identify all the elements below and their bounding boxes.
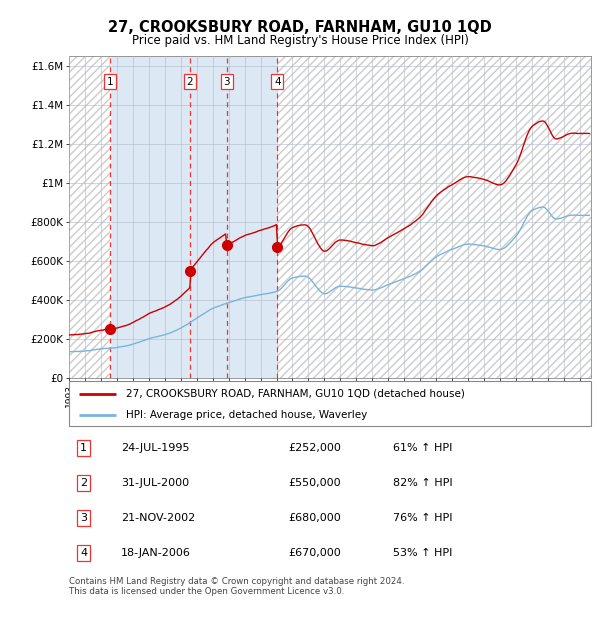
Text: £252,000: £252,000 [288, 443, 341, 453]
Text: 4: 4 [80, 548, 87, 558]
Text: 27, CROOKSBURY ROAD, FARNHAM, GU10 1QD: 27, CROOKSBURY ROAD, FARNHAM, GU10 1QD [108, 20, 492, 35]
Text: 21-NOV-2002: 21-NOV-2002 [121, 513, 196, 523]
Bar [277, 56, 591, 378]
Text: 24-JUL-1995: 24-JUL-1995 [121, 443, 190, 453]
Text: 61% ↑ HPI: 61% ↑ HPI [392, 443, 452, 453]
Text: £550,000: £550,000 [288, 478, 341, 488]
Text: 53% ↑ HPI: 53% ↑ HPI [392, 548, 452, 558]
Text: Price paid vs. HM Land Registry's House Price Index (HPI): Price paid vs. HM Land Registry's House … [131, 34, 469, 47]
Text: 1: 1 [80, 443, 87, 453]
Text: 2: 2 [187, 77, 193, 87]
Text: 18-JAN-2006: 18-JAN-2006 [121, 548, 191, 558]
Bar [277, 56, 591, 378]
Text: 27, CROOKSBURY ROAD, FARNHAM, GU10 1QD (detached house): 27, CROOKSBURY ROAD, FARNHAM, GU10 1QD (… [127, 389, 465, 399]
Text: 1: 1 [107, 77, 113, 87]
Text: £670,000: £670,000 [288, 548, 341, 558]
Text: 3: 3 [224, 77, 230, 87]
FancyBboxPatch shape [69, 381, 591, 426]
Text: 31-JUL-2000: 31-JUL-2000 [121, 478, 190, 488]
Bar [69, 56, 110, 378]
Text: 4: 4 [274, 77, 281, 87]
Text: 2: 2 [80, 478, 87, 488]
Text: Contains HM Land Registry data © Crown copyright and database right 2024.
This d: Contains HM Land Registry data © Crown c… [69, 577, 404, 596]
Text: 76% ↑ HPI: 76% ↑ HPI [392, 513, 452, 523]
Text: £680,000: £680,000 [288, 513, 341, 523]
Text: HPI: Average price, detached house, Waverley: HPI: Average price, detached house, Wave… [127, 410, 368, 420]
Text: 82% ↑ HPI: 82% ↑ HPI [392, 478, 452, 488]
Bar [69, 56, 110, 378]
Text: 3: 3 [80, 513, 87, 523]
